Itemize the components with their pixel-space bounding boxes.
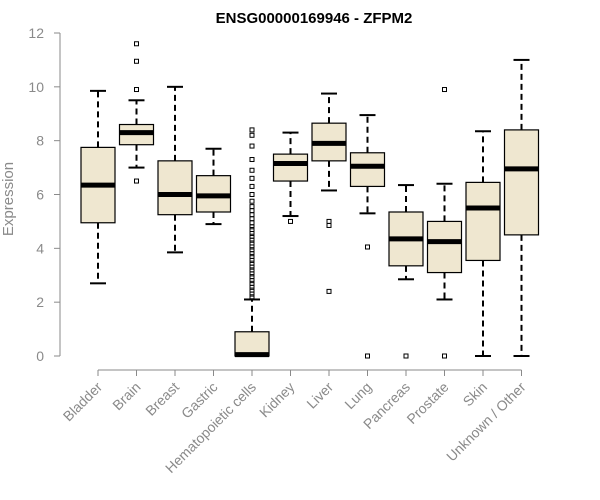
outlier-point — [249, 280, 255, 286]
outlier-point — [249, 267, 255, 273]
box-group-lung — [349, 114, 386, 359]
outlier-point — [288, 218, 293, 224]
y-tick-label: 6 — [36, 187, 44, 203]
outlier-point — [249, 198, 255, 204]
outlier-point — [249, 244, 255, 250]
outlier-point — [249, 175, 255, 181]
outlier-point — [249, 143, 255, 149]
box-group-unknown-other — [503, 58, 540, 357]
iqr-box — [234, 331, 270, 357]
outlier-point — [249, 294, 255, 300]
outlier-point — [249, 287, 255, 293]
outlier-point — [249, 264, 255, 270]
outlier-point — [249, 251, 255, 257]
outlier-point — [249, 240, 255, 246]
outlier-point — [249, 157, 255, 163]
outlier-point — [365, 244, 370, 250]
outlier-point — [249, 260, 255, 266]
y-axis-label: Expression — [0, 162, 17, 236]
y-tick-label: 12 — [28, 25, 44, 41]
outlier-point — [249, 231, 255, 237]
outlier-point — [403, 353, 409, 359]
outlier-point — [365, 353, 370, 359]
outlier-point — [249, 183, 255, 189]
box-group-hematopoietic-cells — [234, 127, 270, 358]
y-tick-label: 10 — [28, 79, 44, 95]
box-group-breast — [157, 85, 193, 254]
plot-area — [80, 41, 540, 359]
box-group-liver — [311, 92, 347, 294]
outlier-point — [249, 127, 255, 133]
box-group-prostate — [426, 87, 463, 359]
iqr-box — [157, 160, 193, 216]
y-tick-label: 2 — [36, 294, 44, 310]
y-tick-label: 0 — [36, 348, 44, 364]
outlier-point — [249, 233, 255, 239]
outlier-point — [249, 284, 255, 290]
outlier-point — [249, 237, 255, 243]
outlier-point — [249, 271, 255, 277]
outlier-point — [134, 178, 139, 184]
x-tick-label: Lung — [341, 379, 374, 412]
box-group-gastric — [195, 147, 232, 226]
box-group-brain — [118, 41, 155, 184]
x-tick-label: Bladder — [60, 379, 106, 425]
outlier-point — [249, 224, 255, 230]
outlier-point — [249, 291, 255, 297]
outlier-point — [134, 87, 139, 93]
y-tick-label: 8 — [36, 133, 44, 149]
x-tick-label: Brain — [109, 379, 143, 413]
iqr-box — [272, 153, 309, 182]
outlier-point — [249, 257, 255, 263]
box-group-bladder — [80, 89, 116, 285]
outlier-point — [249, 253, 255, 259]
outlier-point — [134, 58, 139, 64]
iqr-box — [349, 152, 386, 188]
box-group-kidney — [272, 131, 309, 224]
outlier-point — [249, 212, 255, 218]
outlier-point — [326, 222, 332, 228]
outlier-point — [326, 218, 332, 224]
iqr-box — [503, 129, 540, 236]
outlier-point — [249, 132, 255, 138]
outlier-point — [249, 226, 255, 232]
chart-title: ENSG00000169946 - ZFPM2 — [216, 10, 413, 27]
outlier-point — [249, 216, 255, 222]
outlier-point — [249, 192, 255, 197]
x-tick-label: Liver — [303, 379, 336, 412]
outlier-point — [249, 208, 255, 214]
outlier-point — [249, 167, 255, 173]
outlier-point — [249, 274, 255, 280]
outlier-point — [249, 204, 255, 210]
x-tick-label: Prostate — [403, 379, 451, 427]
outlier-point — [326, 288, 332, 294]
box-group-skin — [465, 130, 501, 357]
outlier-point — [442, 353, 447, 359]
y-tick-label: 4 — [36, 240, 44, 256]
outlier-point — [249, 220, 255, 226]
box-group-pancreas — [388, 184, 424, 359]
y-axis: 0 2 4 6 8 10 12 — [28, 25, 61, 364]
outlier-point — [442, 87, 447, 93]
iqr-box — [426, 220, 463, 274]
x-tick-label: Breast — [142, 379, 182, 419]
outlier-point — [249, 247, 255, 253]
iqr-box — [465, 181, 501, 262]
outlier-point — [134, 41, 139, 47]
outlier-point — [249, 278, 255, 284]
x-tick-label: Kidney — [256, 379, 298, 421]
x-tick-label: Skin — [460, 379, 491, 410]
